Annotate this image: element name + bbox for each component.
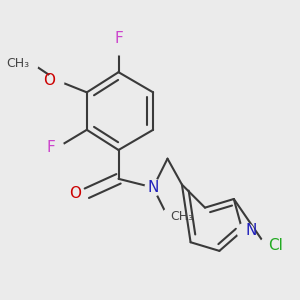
Text: F: F — [46, 140, 55, 154]
Text: Cl: Cl — [268, 238, 283, 253]
Text: O: O — [69, 186, 81, 201]
Text: F: F — [114, 31, 123, 46]
Text: CH₃: CH₃ — [170, 210, 194, 223]
Text: N: N — [245, 223, 257, 238]
Text: N: N — [147, 180, 159, 195]
Text: O: O — [43, 73, 55, 88]
Text: CH₃: CH₃ — [6, 57, 29, 70]
